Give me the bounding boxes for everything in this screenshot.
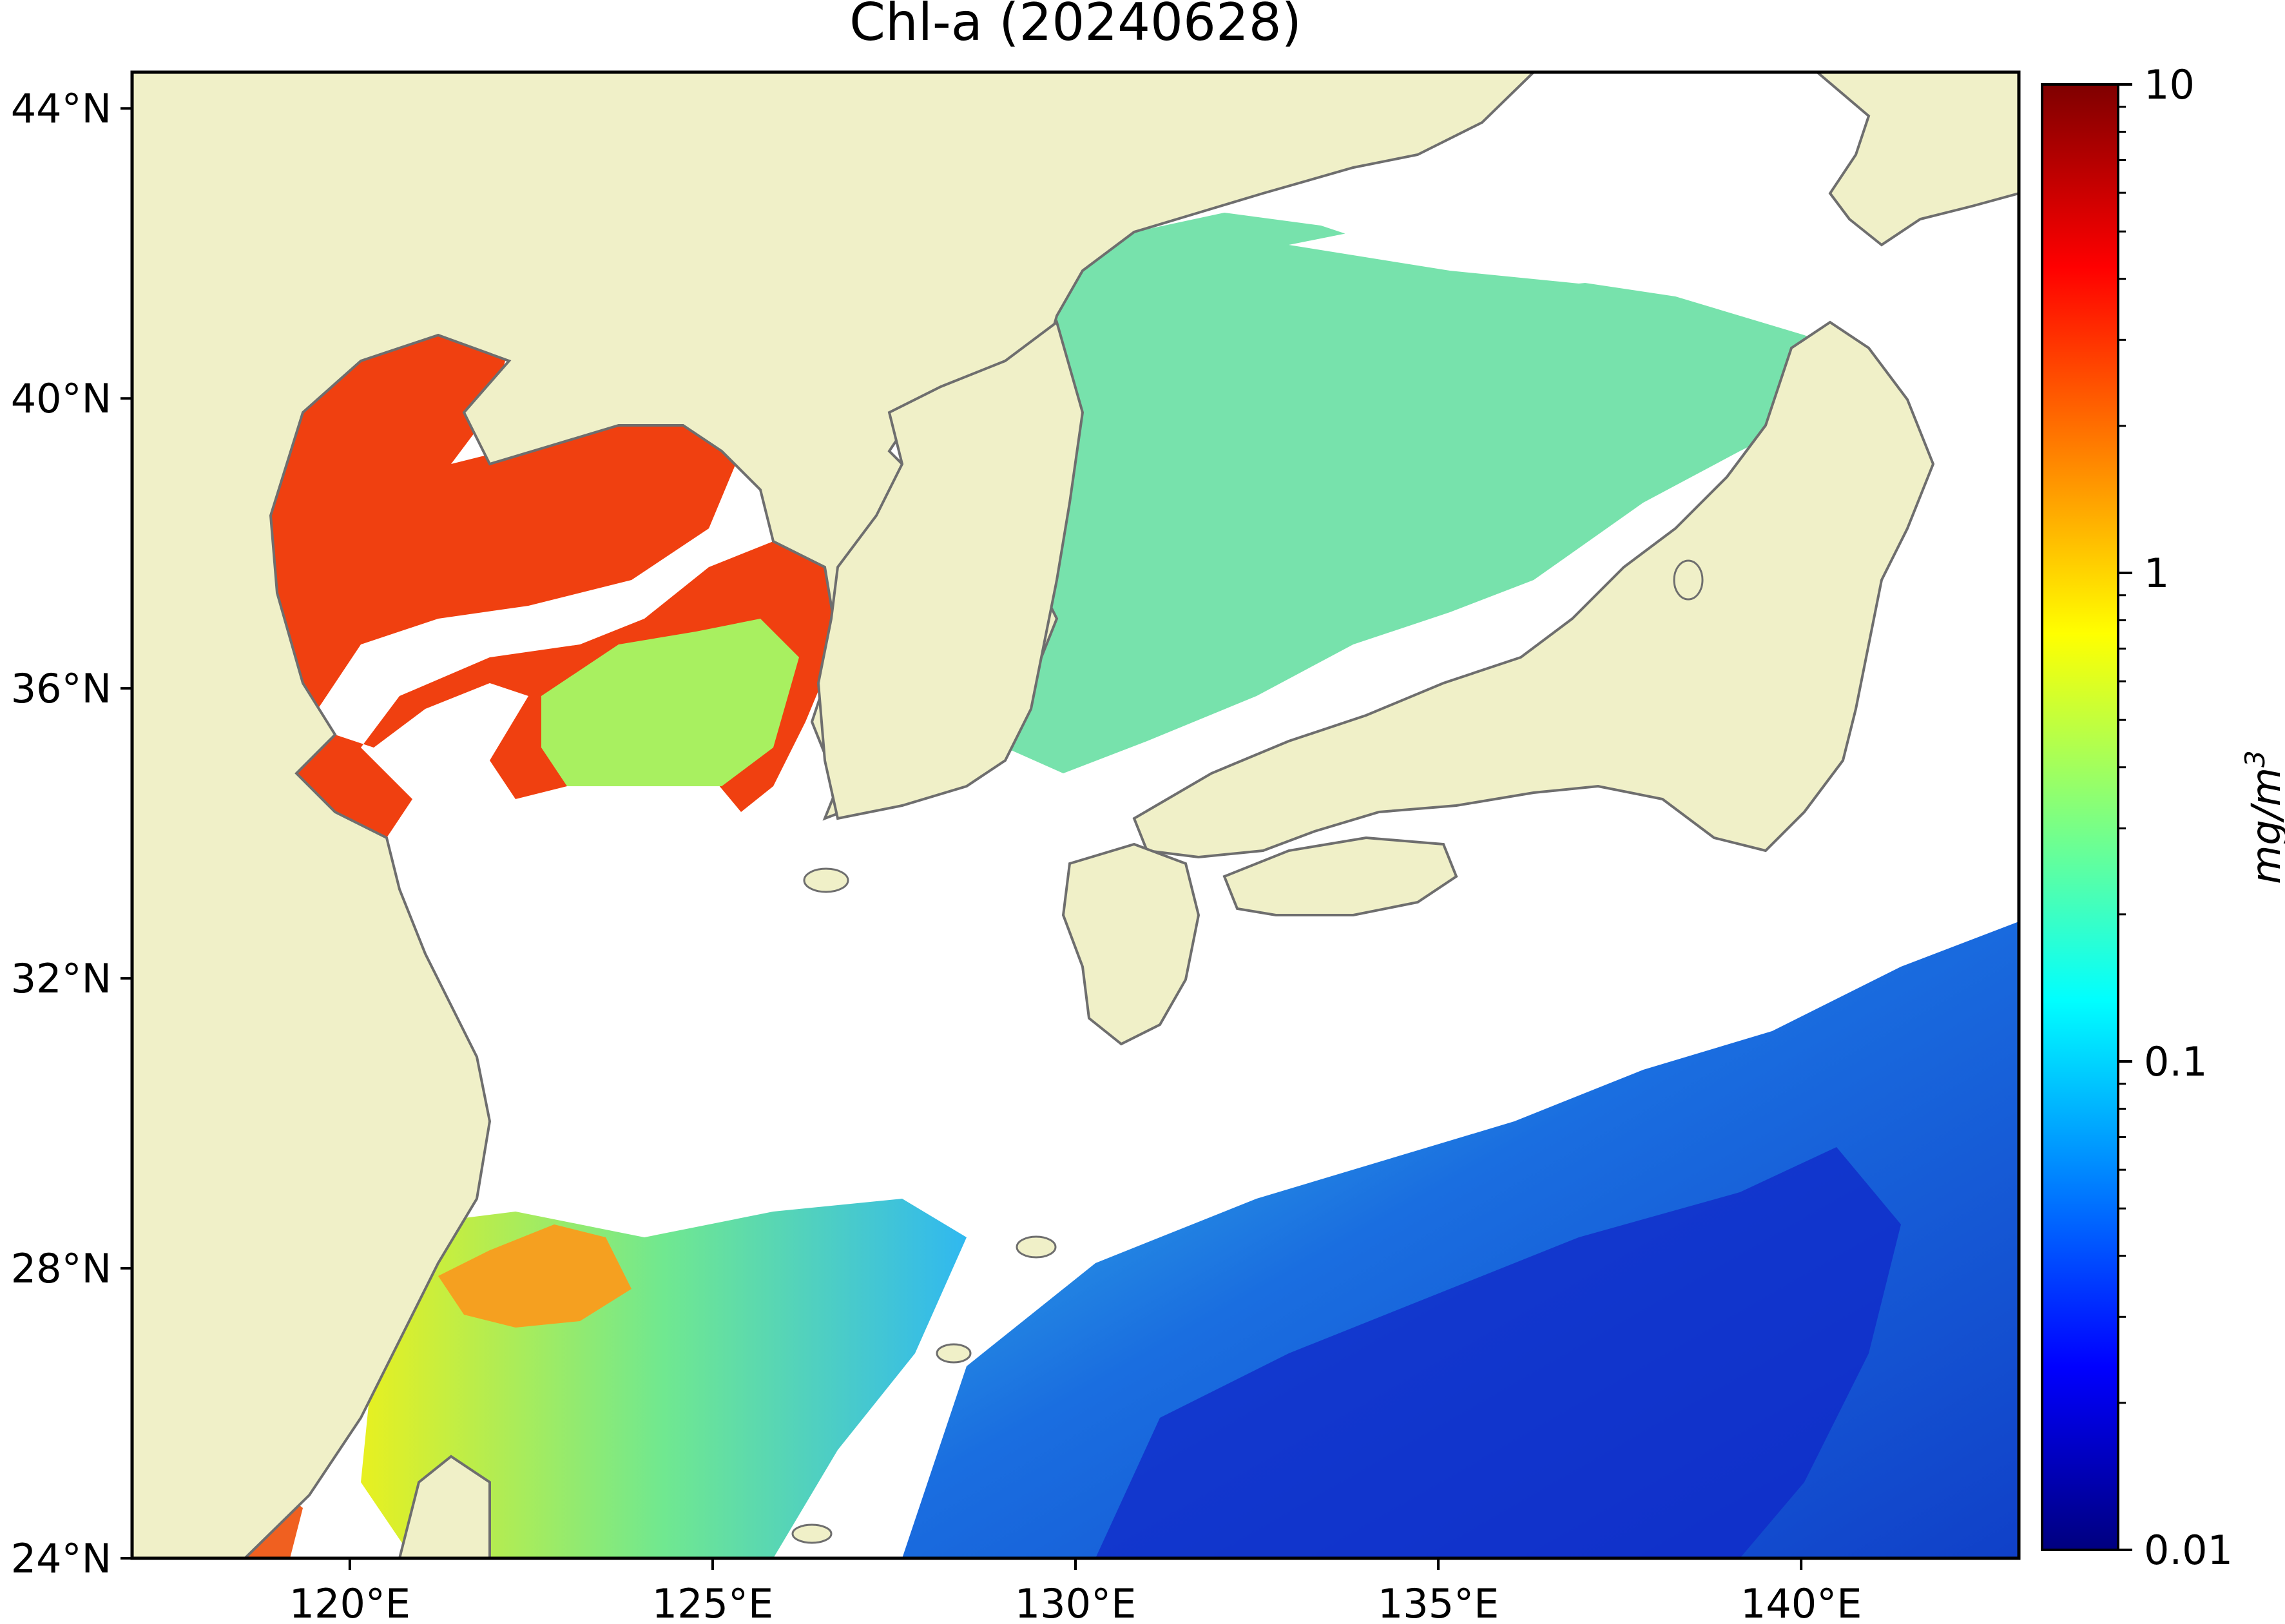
lon-tick-label: 130°E [1015,1580,1137,1624]
unit-base: mg/m [2242,768,2285,884]
sea-of-japan-cloud [1289,206,1772,284]
jeju-island [803,867,849,893]
lon-tick-label: 125°E [652,1580,774,1624]
ryukyu-island-2 [936,1343,972,1364]
kyushu-land [1061,842,1200,1046]
colorbar-ticks: 10 1 0.1 0.01 [2118,61,2233,1574]
shikoku-land [1222,836,1458,916]
figure-title: Chl-a (20240628) [849,0,1302,52]
hokkaido-land [1815,72,2019,247]
korean-peninsula-land [816,320,1085,820]
colorbar-gradient [2041,83,2119,1551]
lat-tick-label: 32°N [11,955,111,1002]
lon-tick-label: 135°E [1378,1580,1499,1624]
honshu-land [1132,320,1935,859]
taiwan-strait-high-chl [438,1224,632,1328]
unit-exponent: 3 [2239,750,2271,768]
ryukyu-island-3 [791,1523,833,1544]
lat-tick-label: 36°N [11,665,111,712]
latitude-axis: 24°N 28°N 32°N 36°N 40°N 44°N [11,85,132,1582]
sea-of-japan-chl-field [1005,213,1869,773]
colorbar: 10 1 0.1 0.01 mg/m3 [2041,61,2285,1574]
lat-tick-label: 24°N [11,1535,111,1582]
colorbar-tick-label: 10 [2144,61,2195,108]
lat-tick-label: 40°N [11,375,111,422]
sado-island [1673,559,1704,601]
lon-tick-label: 140°E [1740,1580,1862,1624]
ryukyu-island-1 [1016,1235,1057,1259]
yellow-sea-chl-field [541,619,799,786]
longitude-axis: 120°E 125°E 130°E 135°E 140°E [289,1558,1862,1624]
colorbar-tick-label: 0.01 [2144,1527,2233,1574]
lat-tick-label: 44°N [11,85,111,132]
pacific-deep-blue-field [1095,1147,1901,1558]
taiwan-land [398,1455,491,1558]
lon-tick-label: 120°E [289,1580,411,1624]
colorbar-tick-label: 0.1 [2144,1038,2208,1085]
colorbar-tick-label: 1 [2144,550,2169,597]
lat-tick-label: 28°N [11,1245,111,1292]
map-panel [132,72,2019,1558]
colorbar-unit-label: mg/m3 [2239,750,2285,884]
